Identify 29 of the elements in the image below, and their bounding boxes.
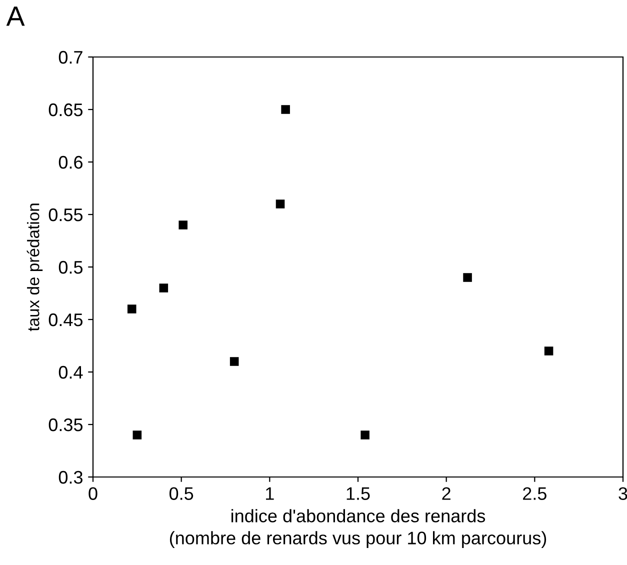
x-tick-label: 1 (266, 487, 274, 500)
point (463, 273, 472, 282)
x-axis-title: indice d'abondance des renards (nombre de renards vus pour 10 km parcourus) (170, 509, 546, 548)
y-axis-title: taux de prédation (26, 204, 43, 332)
y-tick-label: 0.6 (58, 156, 82, 169)
point (159, 284, 168, 292)
y-tick-label: 0.3 (58, 470, 82, 484)
chart-title: A (6, 6, 25, 26)
point (132, 430, 142, 440)
y-tick-label: 0.55 (48, 208, 83, 222)
x-tick-label: 2 (442, 487, 450, 500)
x-tick-label: 2.5 (523, 487, 546, 500)
point (281, 105, 290, 114)
point (276, 200, 285, 208)
y-tick-label: 0.5 (58, 260, 83, 274)
y-tick-label: 0.7 (58, 50, 82, 64)
point (230, 357, 239, 366)
point (178, 220, 188, 230)
y-tick-label: 0.35 (48, 418, 83, 432)
x-tick-label: 0 (88, 487, 98, 500)
y-tick-label: 0.45 (48, 313, 83, 326)
point (360, 430, 370, 440)
x-tick-label: 1.5 (346, 487, 370, 500)
y-tick-label: 0.4 (58, 366, 83, 379)
x-tick-label: 0.5 (169, 487, 194, 500)
y-tick-label: 0.65 (48, 103, 83, 116)
point (544, 346, 554, 356)
x-tick-label: 3 (618, 487, 627, 500)
point (127, 304, 136, 314)
